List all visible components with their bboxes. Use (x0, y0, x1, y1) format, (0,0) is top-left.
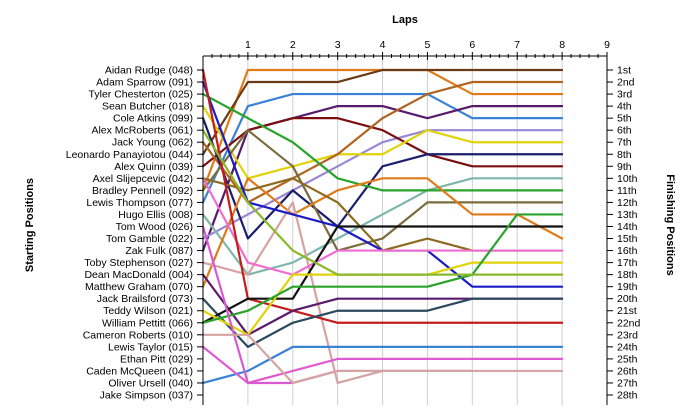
finish-position-label: 4th (617, 101, 632, 113)
finish-position-label: 3rd (617, 89, 632, 101)
finish-position-label: 25th (617, 353, 638, 365)
start-position-label: Oliver Ursell (040) (108, 377, 193, 389)
finish-position-label: 10th (617, 173, 638, 185)
start-position-label: Tom Gamble (022) (106, 233, 193, 245)
finish-position-label: 8th (617, 149, 632, 161)
driver-line-24 (201, 345, 564, 385)
start-position-label: Teddy Wilson (021) (103, 305, 193, 317)
start-position-label: Cole Atkins (099) (113, 113, 193, 125)
start-position-label: Tyler Chesterton (025) (89, 89, 193, 101)
finish-position-label: 15th (617, 233, 638, 245)
start-position-label: Aidan Rudge (048) (105, 65, 193, 77)
finish-position-label: 27th (617, 377, 638, 389)
start-position-label: Caden McQueen (041) (86, 365, 193, 377)
finish-position-label: 28th (617, 390, 638, 402)
start-position-label: Cameron Roberts (010) (83, 329, 193, 341)
finish-position-label: 21st (617, 305, 637, 317)
start-position-label: Lewis Thompson (077) (86, 197, 193, 209)
lap-tick-label: 4 (380, 39, 386, 51)
finish-position-label: 14th (617, 221, 638, 233)
finish-position-label: 13th (617, 209, 638, 221)
finish-position-label: 17th (617, 257, 638, 269)
finish-position-label: 2nd (617, 77, 635, 89)
driver-line-20 (201, 297, 564, 348)
start-position-label: Jack Brailsford (073) (97, 293, 193, 305)
start-position-label: Tom Wood (026) (116, 221, 193, 233)
finish-position-label: 1st (617, 65, 631, 77)
driver-line-21 (201, 225, 564, 324)
finish-position-label: 22nd (617, 317, 641, 329)
start-position-label: Bradley Pennell (092) (92, 185, 193, 197)
finish-position-label: 26th (617, 365, 638, 377)
chart-title: Laps (392, 14, 418, 26)
start-position-label: Toby Stephenson (027) (84, 257, 193, 269)
finish-position-label: 19th (617, 281, 638, 293)
left-axis-title: Starting Positions (24, 178, 36, 272)
finish-position-label: 24th (617, 341, 638, 353)
driver-line-28 (201, 129, 564, 276)
finish-position-label: 20th (617, 293, 638, 305)
start-position-label: Ethan Pitt (029) (120, 353, 193, 365)
start-position-label: Jack Young (062) (112, 137, 193, 149)
driver-line-3 (201, 92, 564, 204)
start-position-label: Hugo Ellis (008) (118, 209, 193, 221)
start-position-label: Dean MacDonald (004) (84, 269, 193, 281)
start-position-label: Zak Fulk (087) (125, 245, 193, 257)
driver-line-11 (201, 92, 564, 192)
start-position-label: William Pettitt (066) (102, 317, 193, 329)
lap-tick-label: 9 (604, 39, 610, 51)
start-position-label: Leonardo Panayiotou (044) (66, 149, 193, 161)
finish-position-label: 23rd (617, 329, 638, 341)
driver-line-12 (201, 129, 564, 252)
start-position-label: Alex Quinn (039) (114, 161, 193, 173)
lap-tick-label: 3 (335, 39, 341, 51)
start-position-label: Alex McRoberts (061) (91, 125, 193, 137)
driver-line-2 (201, 68, 564, 156)
driver-line-27 (201, 333, 474, 385)
driver-line-23 (201, 213, 564, 324)
finish-position-label: 6th (617, 125, 632, 137)
finish-position-label: 5th (617, 113, 632, 125)
driver-line-10 (201, 177, 564, 276)
driver-line-8 (201, 80, 564, 204)
start-position-label: Axel Slijepcevic (042) (93, 173, 193, 185)
driver-line-25 (201, 345, 564, 385)
driver-line-13 (201, 177, 564, 288)
lap-tick-label: 5 (425, 39, 431, 51)
start-position-label: Matthew Graham (070) (85, 281, 193, 293)
lap-tick-label: 8 (559, 39, 565, 51)
lap-tick-label: 7 (514, 39, 520, 51)
lap-tick-label: 6 (469, 39, 475, 51)
finish-position-label: 11th (617, 185, 637, 197)
finish-position-label: 16th (617, 245, 638, 257)
right-axis-title: Finishing Positions (664, 174, 676, 275)
lap-tick-label: 1 (245, 39, 251, 51)
finish-position-label: 12th (617, 197, 638, 209)
finish-position-label: 7th (617, 137, 632, 149)
lap-tick-label: 2 (290, 39, 296, 51)
finish-position-label: 18th (617, 269, 638, 281)
driver-line-17 (201, 177, 564, 276)
start-position-label: Adam Sparrow (091) (96, 77, 193, 89)
start-position-label: Lewis Taylor (015) (108, 341, 193, 353)
finish-position-label: 9th (617, 161, 632, 173)
driver-line-7 (201, 105, 564, 180)
start-position-label: Sean Butcher (018) (102, 101, 193, 113)
start-position-label: Jake Simpson (037) (100, 390, 193, 402)
driver-line-9 (201, 117, 564, 240)
